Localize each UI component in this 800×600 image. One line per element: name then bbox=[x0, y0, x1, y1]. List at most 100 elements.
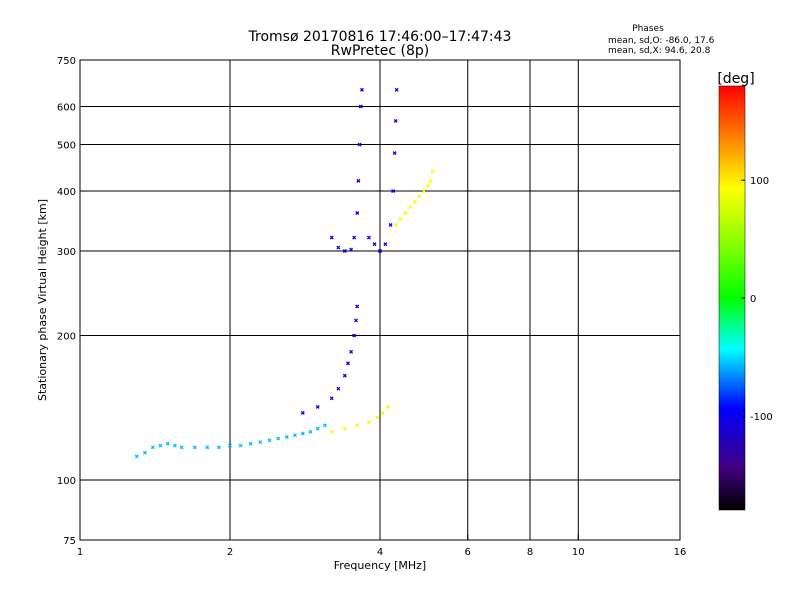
data-point bbox=[172, 443, 177, 448]
x-axis-ticks: 1 2 4 6 8 10 16 bbox=[77, 534, 687, 558]
colorbar-tick-label: 100 bbox=[750, 176, 769, 187]
data-point bbox=[430, 169, 435, 174]
data-point bbox=[428, 178, 433, 183]
y-tick-label: 300 bbox=[57, 247, 76, 258]
x-tick-label: 10 bbox=[572, 547, 585, 558]
data-point bbox=[205, 445, 210, 450]
y-axis-label: Stationary phase Virtual Height [km] bbox=[36, 199, 49, 401]
data-point bbox=[393, 118, 398, 123]
data-point bbox=[355, 211, 360, 215]
phases-header: Phases bbox=[632, 24, 664, 34]
y-tick-label: 75 bbox=[63, 536, 76, 547]
data-point bbox=[355, 423, 360, 428]
data-point bbox=[342, 426, 347, 431]
data-point bbox=[315, 426, 320, 431]
data-point bbox=[284, 434, 289, 439]
data-point bbox=[359, 87, 364, 92]
data-point bbox=[417, 194, 422, 199]
data-point bbox=[383, 242, 388, 247]
data-point bbox=[238, 443, 243, 448]
data-point bbox=[276, 436, 281, 441]
y-tick-label: 200 bbox=[57, 332, 76, 343]
data-point bbox=[329, 396, 334, 401]
phases-o-mode: mean, sd,O: -86.0, 17.6 bbox=[608, 36, 715, 46]
data-point bbox=[300, 410, 305, 415]
x-tick-label: 1 bbox=[77, 547, 83, 558]
data-point bbox=[329, 429, 334, 434]
y-tick-label: 400 bbox=[57, 187, 76, 198]
data-point bbox=[354, 318, 358, 323]
x-tick-label: 2 bbox=[227, 547, 233, 558]
data-point bbox=[388, 222, 393, 227]
data-point bbox=[342, 249, 347, 253]
data-point bbox=[352, 235, 357, 240]
data-point bbox=[392, 151, 397, 155]
x-tick-label: 16 bbox=[674, 547, 687, 558]
data-point bbox=[150, 445, 155, 450]
x-tick-label: 8 bbox=[527, 547, 533, 558]
data-point bbox=[426, 183, 431, 188]
data-point bbox=[391, 189, 396, 194]
y-tick-label: 750 bbox=[57, 56, 76, 67]
colorbar-tick-label: -100 bbox=[750, 412, 773, 423]
data-point bbox=[403, 211, 408, 215]
data-point bbox=[216, 445, 221, 450]
y-tick-label: 100 bbox=[57, 476, 76, 487]
data-point bbox=[393, 222, 398, 227]
x-tick-label: 6 bbox=[465, 547, 471, 558]
grid bbox=[80, 60, 680, 540]
data-point bbox=[356, 178, 361, 183]
phases-x-mode: mean, sd,X: 94.6, 20.8 bbox=[608, 46, 711, 56]
colorbar-ticks: 100 0 -100 bbox=[741, 176, 773, 423]
data-point bbox=[192, 445, 197, 450]
data-point bbox=[300, 431, 305, 436]
data-point bbox=[394, 87, 399, 92]
data-point bbox=[142, 450, 147, 455]
data-point bbox=[346, 361, 350, 366]
data-point bbox=[179, 445, 184, 450]
data-point bbox=[355, 304, 360, 309]
data-point bbox=[258, 440, 263, 444]
data-point bbox=[165, 441, 170, 446]
data-point bbox=[366, 235, 371, 240]
data-point bbox=[336, 245, 341, 250]
data-point bbox=[349, 247, 354, 252]
data-point bbox=[372, 242, 377, 247]
data-point bbox=[248, 441, 253, 446]
data-point bbox=[380, 410, 385, 415]
data-point bbox=[352, 333, 357, 338]
data-point bbox=[315, 404, 320, 409]
data-point bbox=[357, 142, 362, 147]
colorbar-label: [deg] bbox=[717, 71, 754, 87]
data-point bbox=[378, 249, 382, 253]
chart-subtitle: RwPretec (8p) bbox=[331, 43, 429, 59]
data-point bbox=[158, 443, 163, 448]
y-tick-label: 500 bbox=[57, 141, 76, 152]
colorbar-tick-label: 0 bbox=[750, 294, 756, 305]
chart-title: Tromsø 20170816 17:46:00–17:47:43 bbox=[248, 29, 512, 45]
data-point bbox=[134, 454, 139, 459]
data-point bbox=[267, 438, 272, 443]
data-point bbox=[292, 433, 297, 438]
data-point bbox=[366, 420, 371, 425]
data-points bbox=[134, 87, 435, 459]
data-point bbox=[398, 216, 403, 221]
data-point bbox=[336, 386, 341, 391]
x-tick-label: 4 bbox=[377, 547, 383, 558]
data-point bbox=[408, 205, 413, 210]
data-point bbox=[228, 443, 232, 448]
data-point bbox=[375, 415, 380, 420]
data-point bbox=[358, 104, 363, 109]
data-point bbox=[349, 349, 354, 354]
y-tick-label: 600 bbox=[57, 103, 76, 114]
data-point bbox=[308, 429, 313, 434]
x-axis-label: Frequency [MHz] bbox=[334, 559, 426, 572]
data-point bbox=[386, 404, 390, 409]
data-point bbox=[412, 199, 417, 204]
data-point bbox=[421, 189, 426, 194]
y-axis-ticks: 75 100 200 300 400 500 600 750 bbox=[57, 56, 86, 547]
data-point bbox=[342, 373, 347, 378]
data-point bbox=[329, 235, 334, 240]
data-point bbox=[322, 423, 327, 428]
